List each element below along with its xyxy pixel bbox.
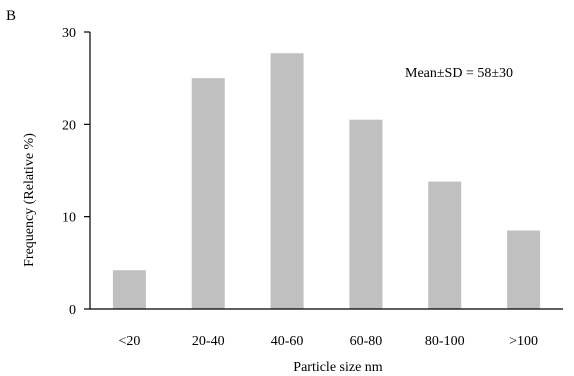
bar-<20 bbox=[112, 270, 146, 309]
bar-series bbox=[112, 53, 541, 310]
bar->100 bbox=[507, 230, 541, 309]
bar-20-40 bbox=[191, 78, 225, 310]
mean-sd-annotation: Mean±SD = 58±30 bbox=[405, 66, 513, 81]
y-tick-label: 0 bbox=[69, 303, 76, 318]
y-axis-ticks: 0 10 20 30 bbox=[62, 26, 90, 318]
x-tick-label: <20 bbox=[118, 334, 140, 349]
x-tick-label: 20-40 bbox=[192, 334, 225, 349]
y-tick-label: 30 bbox=[62, 26, 76, 41]
panel-label: B bbox=[6, 8, 16, 24]
x-tick-label: >100 bbox=[509, 334, 538, 349]
y-axis-title: Frequency (Relative %) bbox=[22, 133, 37, 267]
x-tick-label: 40-60 bbox=[271, 334, 304, 349]
x-axis-title: Particle size nm bbox=[293, 360, 383, 375]
bar-80-100 bbox=[428, 181, 462, 309]
bar-60-80 bbox=[349, 119, 383, 309]
bar-40-60 bbox=[270, 53, 304, 310]
x-tick-label: 80-100 bbox=[425, 334, 465, 349]
x-axis-ticks: <20 20-40 40-60 60-80 80-100 >100 bbox=[118, 334, 538, 349]
y-tick-label: 10 bbox=[62, 211, 76, 226]
x-tick-label: 60-80 bbox=[350, 334, 383, 349]
y-tick-label: 20 bbox=[62, 118, 76, 133]
